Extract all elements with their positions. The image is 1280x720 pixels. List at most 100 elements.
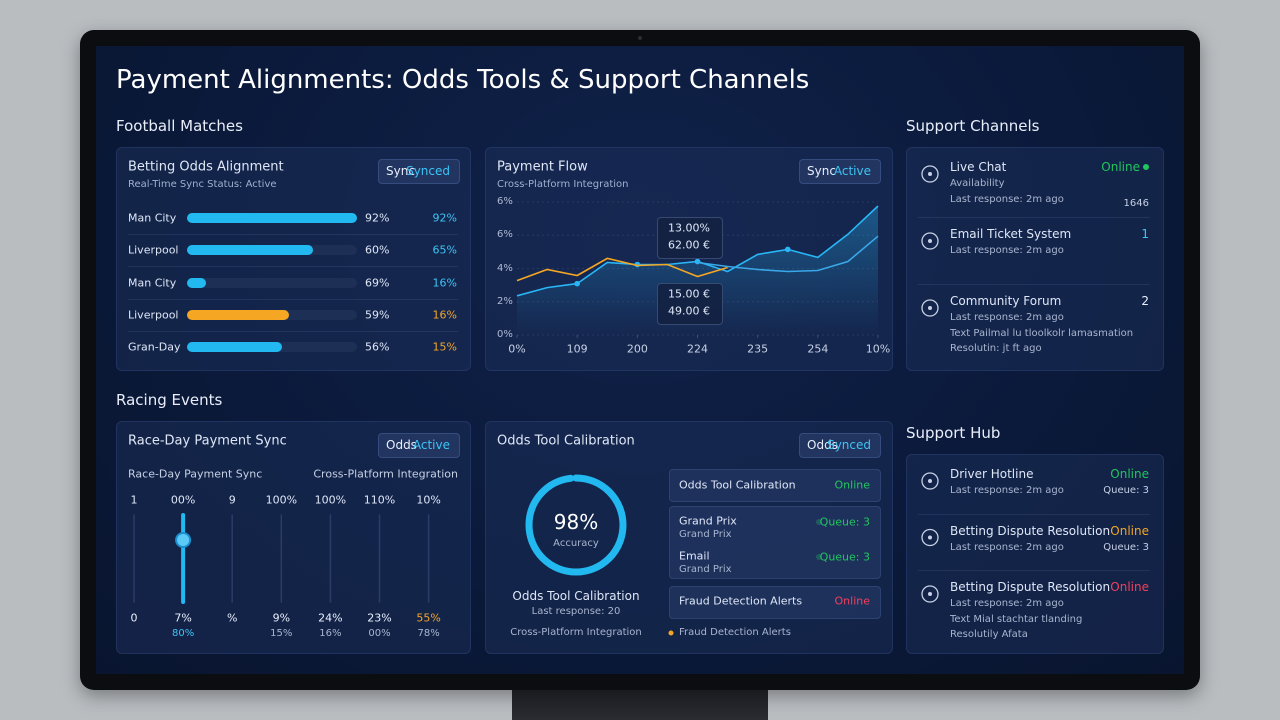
- bar-track: [187, 277, 357, 288]
- x-tick-label: 0%: [508, 342, 526, 356]
- item-line: Resolutin: jt ft ago: [950, 343, 1042, 354]
- row-odds: 16%: [432, 276, 457, 290]
- badge: [799, 159, 881, 184]
- item-name: Community Forum: [950, 294, 1062, 308]
- badge-status: Active: [412, 438, 450, 452]
- team-name: Gran-Day: [128, 340, 181, 354]
- alert-name: Fraud Detection Alerts: [679, 594, 803, 608]
- row-value: 59%: [365, 308, 390, 322]
- item-status: Online: [1110, 467, 1149, 481]
- column-bottom: 24%: [318, 611, 343, 625]
- caption: Race-Day Payment Sync: [128, 467, 263, 481]
- column-bottom: %: [226, 611, 238, 625]
- row-value: 69%: [365, 276, 390, 290]
- card-title: Race-Day Payment Sync: [128, 433, 287, 449]
- item-status: 2: [1141, 294, 1149, 308]
- column-top: 100%: [314, 493, 347, 507]
- badge-status: Synced: [406, 164, 450, 178]
- team-name: Liverpool: [128, 243, 179, 257]
- row-odds: 65%: [432, 243, 457, 257]
- column-bottom2: 80%: [171, 628, 195, 639]
- column-bottom2: 00%: [368, 628, 391, 639]
- caption: Last response: 20: [531, 606, 621, 617]
- queue-sub: Grand Prix: [679, 529, 732, 540]
- row-divider: [128, 298, 458, 300]
- column-bottom: 7%: [174, 611, 192, 625]
- x-tick-label: 109: [566, 342, 588, 356]
- y-tick-label: 2%: [497, 295, 513, 307]
- divider: [918, 513, 1150, 515]
- queue-sub: Grand Prix: [679, 564, 732, 575]
- column-top: 110%: [363, 493, 396, 507]
- annotation-text: 49.00 €: [668, 304, 710, 318]
- column-top: 00%: [170, 493, 196, 507]
- annotation-text: 62.00 €: [668, 238, 710, 252]
- caption: Cross-Platform Integration: [313, 467, 458, 481]
- card-title: Odds Tool Calibration: [497, 433, 635, 449]
- team-name: Liverpool: [128, 308, 179, 322]
- item-line: Last response: 2m ago: [950, 245, 1064, 256]
- badge-label: Odds: [386, 438, 417, 452]
- column-top: 9: [228, 493, 236, 507]
- gauge-value: 98%: [553, 510, 599, 534]
- alert-status: Online: [834, 594, 870, 608]
- caption: Odds Tool Calibration: [512, 589, 640, 603]
- item-line: Last response: 2m ago: [950, 541, 1064, 553]
- item-line: Last response: 2m ago: [950, 193, 1064, 205]
- divider: [918, 570, 1150, 571]
- column-bottom2: 78%: [417, 628, 440, 639]
- annotation: [657, 217, 723, 259]
- y-tick-label: 6%: [497, 229, 513, 241]
- item-name: Betting Dispute Resolution: [950, 580, 1111, 594]
- channels-card: [906, 147, 1164, 371]
- bar: [187, 213, 357, 223]
- item-meta: Queue: 3: [1103, 485, 1149, 496]
- queue-box: [669, 506, 881, 579]
- row-divider: [128, 234, 458, 235]
- card-subtitle: Cross-Platform Integration: [497, 179, 629, 190]
- column-bottom: 55%: [416, 611, 441, 625]
- item-line: Last response: 2m ago: [950, 485, 1064, 496]
- queue-status: Queue: 3: [819, 515, 870, 529]
- item-line: Last response: 2m ago: [950, 312, 1064, 323]
- odds-card: [116, 147, 471, 371]
- badge-label: Sync: [807, 164, 836, 178]
- item-name: Live Chat: [950, 160, 1007, 174]
- item-line: Text Pailmal lu tloolkolr lamasmation: [950, 327, 1134, 339]
- gauge-label: Accuracy: [553, 538, 599, 549]
- item-status: Online: [1110, 580, 1149, 594]
- divider: [918, 217, 1150, 218]
- row-divider: [128, 330, 458, 332]
- column-top: 100%: [265, 493, 298, 507]
- item-line: Text Mial stachtar tlanding: [950, 613, 1083, 625]
- item-name: Betting Dispute Resolution: [950, 523, 1111, 538]
- item-line: Resolutily Afata: [950, 629, 1028, 640]
- section-heading: Support Channels: [906, 117, 1040, 135]
- section-heading: Football Matches: [116, 117, 243, 135]
- card-title: Betting Odds Alignment: [128, 159, 284, 175]
- team-name: Man City: [128, 211, 177, 225]
- bar: [187, 342, 283, 353]
- column-bottom: 9%: [272, 611, 291, 625]
- item-meta: Queue: 3: [1103, 541, 1149, 553]
- x-tick-label: 200: [626, 342, 648, 356]
- row-value: 60%: [365, 243, 390, 257]
- item-status: Online: [1101, 160, 1140, 174]
- item-line: Last response: 2m ago: [950, 598, 1064, 609]
- item-meta: 1646: [1123, 198, 1149, 209]
- divider: [918, 284, 1150, 285]
- badge: [378, 159, 460, 184]
- caption: Cross-Platform Integration: [510, 627, 642, 638]
- monitor-stand: [512, 690, 768, 720]
- camera: [638, 36, 642, 40]
- badge-label: Sync: [386, 164, 415, 178]
- bar: [187, 309, 289, 320]
- page-title: Payment Alignments: Odds Tools & Support…: [116, 65, 810, 95]
- column-bottom2: 15%: [270, 628, 293, 639]
- item-line: Availability: [950, 178, 1005, 189]
- annotation: [657, 283, 723, 325]
- column-top: 1: [130, 493, 138, 507]
- item-name: Email Ticket System: [950, 227, 1072, 241]
- alert-box: [669, 586, 881, 619]
